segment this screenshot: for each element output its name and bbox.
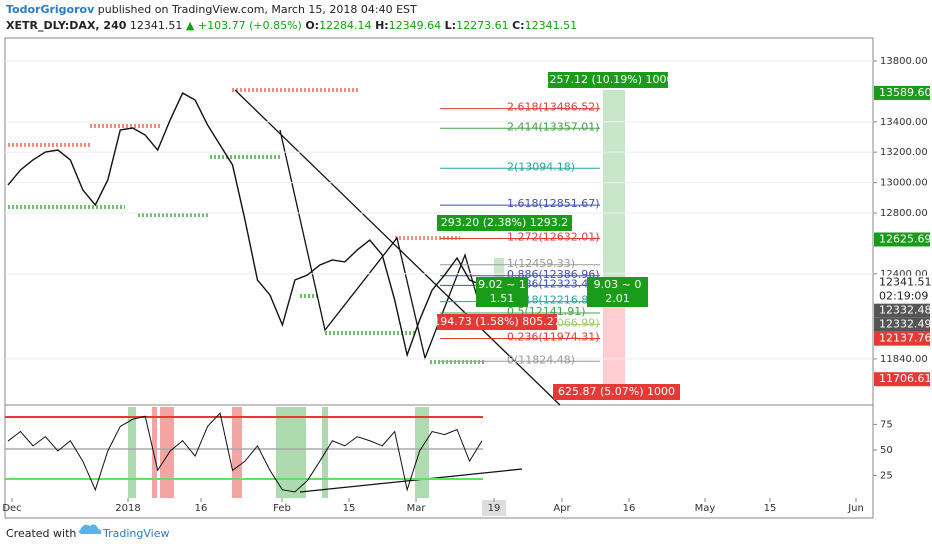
x-tick-label: Apr xyxy=(553,503,571,514)
pivot-dots xyxy=(8,88,485,364)
quote-line: XETR_DLY:DAX, 240 12341.51 ▲ +103.77 (+0… xyxy=(6,18,577,34)
annotation-text: 9.03 ~ 0 xyxy=(594,278,642,291)
y-tick-label: 13200.00 xyxy=(880,147,928,158)
y-tick-label: 12800.00 xyxy=(880,208,928,219)
price-label: 12625.69 xyxy=(879,232,932,245)
fib-label: 1(12459.33) xyxy=(507,257,575,270)
ohlc-value: 12341.51 xyxy=(524,19,578,32)
fib-label: 0.886(12386.96) xyxy=(507,268,600,281)
price-label-box xyxy=(874,317,930,332)
author: TodorGrigorov xyxy=(6,3,95,16)
published: published on TradingView.com, March 15, … xyxy=(97,3,417,16)
fib-label: 2.414(13357.01) xyxy=(507,120,600,133)
fib-label: 0.786(12323.47) xyxy=(507,277,600,290)
x-tick-label: Feb xyxy=(273,503,291,514)
price-label-box xyxy=(874,232,930,247)
ohlc-label: C: xyxy=(512,19,525,32)
fib-label: 1.618(12851.67) xyxy=(507,197,600,210)
annotation-box xyxy=(553,384,680,400)
x-tick-label: 19 xyxy=(488,503,501,514)
annotation-text: 1257.12 (10.19%) 1000 xyxy=(542,73,673,86)
ohlc-value: 12284.14 xyxy=(319,19,372,32)
drawings xyxy=(234,89,561,493)
header: TodorGrigorov published on TradingView.c… xyxy=(6,2,577,34)
brand: TradingView xyxy=(102,527,169,540)
x-tick-label: May xyxy=(695,503,716,514)
annotation-box xyxy=(476,277,528,307)
fib-label: 2.618(13486.52) xyxy=(507,101,600,114)
x-tick-label: 16 xyxy=(623,503,636,514)
price-label: 12332.48 xyxy=(879,304,932,317)
logo xyxy=(78,524,102,534)
annotation-box xyxy=(548,72,668,88)
fib-label: 2(13094.18) xyxy=(507,160,575,173)
last: 12341.51 xyxy=(129,19,183,32)
price-label: 12341.51 xyxy=(879,276,932,289)
ohlc-label: L: xyxy=(444,19,457,32)
price-label: 12137.76 xyxy=(879,332,932,345)
osc-tick-label: 25 xyxy=(880,471,893,482)
x-tick-label: Mar xyxy=(407,503,427,514)
price-label-box xyxy=(874,275,930,290)
annotation-box xyxy=(437,215,572,231)
annotation-box xyxy=(587,277,648,307)
x-tick-label: 2018 xyxy=(115,503,140,514)
x-tick-label: Jun xyxy=(847,503,864,514)
annotation-text: 9.02 ~ 1 xyxy=(478,278,526,291)
x-tick-label: 15 xyxy=(764,503,777,514)
fib-label: 1.272(12632.01) xyxy=(507,231,600,244)
x-tick-label: 16 xyxy=(195,503,208,514)
fib-label: 0.236(11974.31) xyxy=(507,331,600,344)
x-tick-label: 15 xyxy=(343,503,356,514)
byline: TodorGrigorov published on TradingView.c… xyxy=(6,2,577,18)
y-tick-label: 11840.00 xyxy=(880,354,928,365)
fib-label: 0.618(12216.83) xyxy=(507,294,600,307)
price-label-box xyxy=(874,372,930,387)
x-tick-label: Dec xyxy=(2,503,21,514)
y-tick-label: 13800.00 xyxy=(880,56,928,67)
price-label: 13589.60 xyxy=(879,86,932,99)
ohlc-value: 12349.64 xyxy=(388,19,442,32)
oscillator-line xyxy=(7,412,483,493)
footer-text: Created with xyxy=(6,527,76,540)
change: ▲ +103.77 (+0.85%) xyxy=(185,19,302,32)
cursor-date xyxy=(482,500,506,516)
price-label-box xyxy=(874,331,930,346)
ohlc-value: 12273.61 xyxy=(456,19,509,32)
y-tick-label: 12400.00 xyxy=(880,269,928,280)
countdown: 02:19:09 xyxy=(879,290,928,303)
target-zone xyxy=(603,90,625,290)
price-label: 12332.49 xyxy=(879,318,932,331)
price-line xyxy=(7,92,483,358)
price-label-box xyxy=(874,303,930,318)
annotation-sub: 1.51 xyxy=(490,292,515,305)
y-tick-label: 13000.00 xyxy=(880,178,928,189)
fib-label: 0(11824.48) xyxy=(507,353,575,366)
osc-tick-label: 50 xyxy=(880,445,893,456)
osc-tick-label: 75 xyxy=(880,419,893,430)
price-label: 11706.61 xyxy=(879,372,932,385)
ohlc-label: O: xyxy=(305,19,320,32)
annotation-text: 293.20 (2.38%) 1293.2 xyxy=(441,216,569,229)
y-tick-label: 13400.00 xyxy=(880,117,928,128)
symbol: XETR_DLY:DAX, 240 xyxy=(6,19,127,32)
annotation-text: 194.73 (1.58%) 805.27 xyxy=(433,315,561,328)
stop-zone xyxy=(603,290,625,390)
annotation-box xyxy=(437,314,557,330)
ohlc-label: H: xyxy=(375,19,389,32)
annotation-text: 625.87 (5.07%) 1000 xyxy=(558,385,675,398)
annotation-sub: 2.01 xyxy=(605,292,630,305)
price-label-box xyxy=(874,85,930,100)
